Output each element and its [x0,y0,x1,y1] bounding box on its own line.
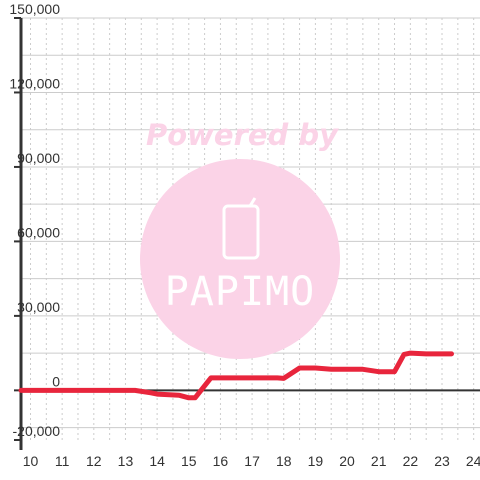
x-tick-label: 22 [403,453,419,469]
x-tick-label: 18 [276,453,292,469]
y-tick-label: 60,000 [17,224,60,240]
papimo-watermark: Powered by PAPIMO [140,118,340,359]
y-tick-label: 0 [52,373,60,389]
y-tick-label: 120,000 [9,75,60,91]
x-axis-ticks: 10 11 12 13 14 15 16 17 18 19 20 21 22 23 24 [23,453,480,469]
x-tick-label: 20 [339,453,355,469]
watermark-logo-text: PAPIMO [165,269,316,315]
series-line [18,350,454,401]
y-axis-ticks: -20,000 0 30,000 60,000 90,000 120,000 150,000 [9,1,61,441]
x-tick-label: 13 [118,453,134,469]
watermark-text: Powered by [146,118,339,152]
x-tick-label: 24 [466,453,480,469]
x-tick-label: 12 [86,453,102,469]
x-tick-label: 16 [213,453,229,469]
x-tick-label: 11 [55,453,70,469]
x-tick-label: 17 [244,453,260,469]
phone-icon [222,197,260,260]
y-tick-label: -20,000 [13,423,61,439]
x-tick-label: 21 [371,453,387,469]
y-tick-label: 150,000 [9,1,60,17]
x-tick-label: 15 [181,453,197,469]
x-tick-label: 19 [308,453,324,469]
series [18,350,454,401]
y-tick-label: 90,000 [17,150,60,166]
x-tick-label: 14 [149,453,165,469]
y-tick-label: 30,000 [17,299,60,315]
x-tick-label: 23 [434,453,450,469]
x-tick-label: 10 [23,453,39,469]
